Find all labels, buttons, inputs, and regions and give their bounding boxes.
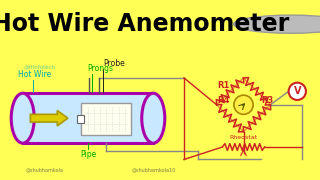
Text: R4: R4	[218, 96, 230, 105]
Bar	[77, 115, 84, 123]
Text: Probe: Probe	[103, 59, 125, 68]
Text: @shubhamkola: @shubhamkola	[26, 167, 64, 172]
FancyArrow shape	[30, 111, 68, 126]
Text: @shubhamkola10: @shubhamkola10	[131, 167, 175, 172]
Text: @HInfotech: @HInfotech	[24, 64, 56, 69]
Text: V: V	[293, 86, 301, 96]
Text: Hot Wire Anemometer: Hot Wire Anemometer	[0, 12, 289, 36]
Text: Rheostat: Rheostat	[229, 135, 258, 140]
Bar	[23, 93, 153, 143]
Bar	[81, 103, 131, 134]
Circle shape	[234, 95, 253, 114]
Ellipse shape	[142, 93, 165, 143]
Ellipse shape	[11, 93, 34, 143]
Circle shape	[289, 83, 306, 100]
Text: Prongs: Prongs	[87, 64, 113, 73]
Text: R3: R3	[261, 96, 273, 105]
Text: Pipe: Pipe	[80, 150, 96, 159]
Text: Hot Wire: Hot Wire	[18, 70, 51, 79]
Text: R1: R1	[218, 81, 230, 90]
Circle shape	[234, 15, 320, 33]
